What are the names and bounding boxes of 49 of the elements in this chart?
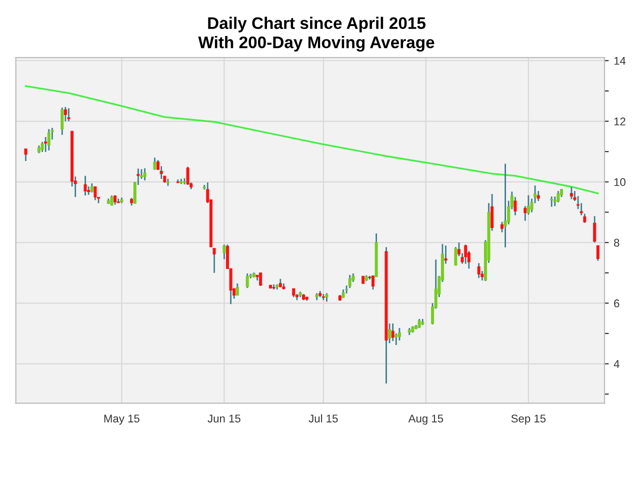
- line-series: [24, 85, 599, 194]
- candlestick: [114, 194, 117, 206]
- candlestick: [394, 332, 398, 346]
- candlestick: [143, 168, 146, 182]
- x-tick-label: Sep 15: [511, 414, 546, 425]
- candlestick: [391, 322, 394, 342]
- candlestick: [60, 106, 64, 136]
- candlestick: [504, 163, 507, 248]
- candlestick: [90, 182, 94, 194]
- candlestick: [259, 272, 262, 287]
- candlestick: [24, 148, 28, 162]
- candlestick: [593, 215, 596, 244]
- y-tick-label: 10: [614, 178, 626, 186]
- candlestick: [454, 246, 458, 266]
- candlestick: [136, 168, 140, 186]
- y-tick-label: 12: [614, 118, 626, 126]
- candlestick: [372, 275, 375, 290]
- candlestick: [477, 262, 480, 279]
- candlestick: [222, 244, 226, 260]
- candlestick: [160, 165, 163, 180]
- candlestick: [388, 322, 392, 344]
- chart-subtitle: With 200-Day Moving Average: [198, 36, 434, 52]
- candlestick: [524, 205, 527, 222]
- candlestick: [94, 186, 97, 201]
- candlestick: [556, 190, 560, 203]
- x-tick-label: May 15: [104, 414, 140, 425]
- candlestick: [246, 272, 249, 289]
- candlestick: [596, 244, 600, 262]
- candlestick: [110, 194, 114, 206]
- candlestick: [186, 166, 190, 186]
- candlestick: [212, 247, 216, 274]
- x-tick-label: Jun 15: [208, 414, 240, 422]
- y-tick-label: 6: [614, 299, 620, 308]
- candlestick: [570, 186, 573, 200]
- candlestick: [47, 128, 50, 152]
- candlestick: [398, 327, 401, 342]
- candlestick: [84, 175, 87, 196]
- x-tick-label: Jul 15: [308, 414, 338, 422]
- candlestick: [583, 213, 586, 224]
- y-tick-label: 8: [614, 238, 620, 247]
- candlestick: [236, 282, 239, 296]
- x-tick-label: Aug 15: [408, 414, 444, 425]
- candlestick: [444, 244, 448, 264]
- y-tick-label: 4: [614, 360, 620, 368]
- candlestick: [464, 244, 468, 264]
- candlestick: [153, 156, 156, 170]
- chart-title: Daily Chart since April 2015: [208, 16, 426, 32]
- candlestick: [40, 141, 44, 153]
- y-tick-label: 14: [614, 57, 626, 65]
